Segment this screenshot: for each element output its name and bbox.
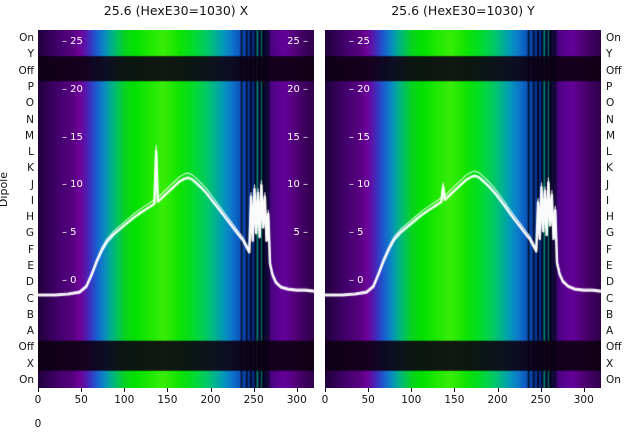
row-label-left: L [28,146,34,159]
row-label-left: C [26,292,34,305]
x-tick-label: 0 [321,394,329,406]
x-tick-label: 100 [114,394,135,406]
value-tick-left: – 20 [62,83,83,95]
x-tick-mark [454,388,456,392]
row-label-left: E [27,259,34,272]
row-label-left: O [25,97,34,110]
row-label-right: A [606,325,614,338]
value-tick-right: 20 – [287,83,308,95]
row-label-right: Y [606,48,613,61]
value-tick-left: – 25 [62,35,83,47]
row-label-left: M [24,129,34,142]
row-label-right: N [606,113,614,126]
x-tick-mark [38,388,39,392]
row-label-right: I [606,194,610,207]
x-tick-mark [296,388,298,392]
x-tick-label: 150 [157,394,178,406]
value-tick-right: 10 – [287,179,308,191]
row-label-left: B [26,308,34,321]
x-tick-mark [210,388,212,392]
x-tick-mark [583,388,585,392]
left-plot-title: 25.6 (HexE30=1030) X [103,3,249,18]
x-tick-mark [540,388,542,392]
x-tick-mark [124,388,126,392]
x-tick-label: 150 [444,394,465,406]
row-label-left: P [27,80,34,93]
row-label-right: E [606,259,613,272]
x-tick-label: 0 [34,394,42,406]
right-plot-title: 25.6 (HexE30=1030) Y [391,3,535,18]
value-tick-left: – 0 [62,274,77,286]
value-tick-right: 5 – [293,227,308,239]
x-tick-label: 50 [361,394,375,406]
row-label-right: K [606,162,613,175]
x-tick-mark [368,388,370,392]
x-tick-mark [325,388,326,392]
row-label-right: On [606,32,621,45]
row-label-right: J [606,178,610,191]
row-label-right: M [606,129,616,142]
row-label-left: I [30,194,34,207]
heatmap-plot-x [38,30,314,388]
row-label-right: H [606,211,614,224]
row-label-left: F [27,243,34,256]
row-label-left: N [26,113,34,126]
value-tick-left: – 25 [349,35,370,47]
value-tick-left: – 15 [62,131,83,143]
value-tick-left: – 5 [349,227,364,239]
row-label-left: Y [27,48,34,61]
row-label-left: On [19,373,34,386]
row-label-left: A [26,325,34,338]
row-label-right: X [606,357,614,370]
row-label-left: H [26,211,34,224]
x-tick-mark [497,388,499,392]
row-label-right: P [606,80,613,93]
row-label-left: G [25,227,34,240]
row-label-right: C [606,292,614,305]
x-tick-mark [81,388,83,392]
value-tick-left: – 10 [349,179,370,191]
row-label-right: B [606,308,614,321]
row-label-right: O [606,97,615,110]
row-label-left: D [25,276,34,289]
row-label-right: Off [606,64,622,77]
x-tick-label: 200 [487,394,508,406]
value-tick-left: – 10 [62,179,83,191]
row-label-left: Off [18,341,35,354]
x-tick-label: 50 [74,394,88,406]
row-label-right: L [606,146,612,159]
row-label-left: Off [18,64,35,77]
value-tick-left: – 20 [349,83,370,95]
value-tick-right: 15 – [287,131,308,143]
x-tick-label: 300 [573,394,594,406]
row-label-left: On [19,32,34,45]
value-tick-left: – 15 [349,131,370,143]
row-label-right: G [606,227,615,240]
x-tick-label: 200 [200,394,221,406]
x-tick-mark [167,388,169,392]
x-tick-mark [253,388,255,392]
value-tick-left: – 0 [349,274,364,286]
row-label-right: F [606,243,613,256]
row-label-left: K [27,162,34,175]
value-tick-right: 25 – [287,35,308,47]
row-label-right: Off [606,341,622,354]
row-label-right: D [606,276,615,289]
row-label-right: On [606,373,621,386]
x-tick-label: 250 [243,394,264,406]
x-tick-mark [411,388,413,392]
value-tick-left: – 5 [62,227,77,239]
corner-zero-label: 0 [34,418,42,430]
row-label-left: X [26,357,34,370]
row-label-left: J [30,178,34,191]
x-tick-label: 300 [286,394,307,406]
x-tick-label: 100 [401,394,422,406]
x-tick-label: 250 [530,394,551,406]
heatmap-plot-y [325,30,601,388]
